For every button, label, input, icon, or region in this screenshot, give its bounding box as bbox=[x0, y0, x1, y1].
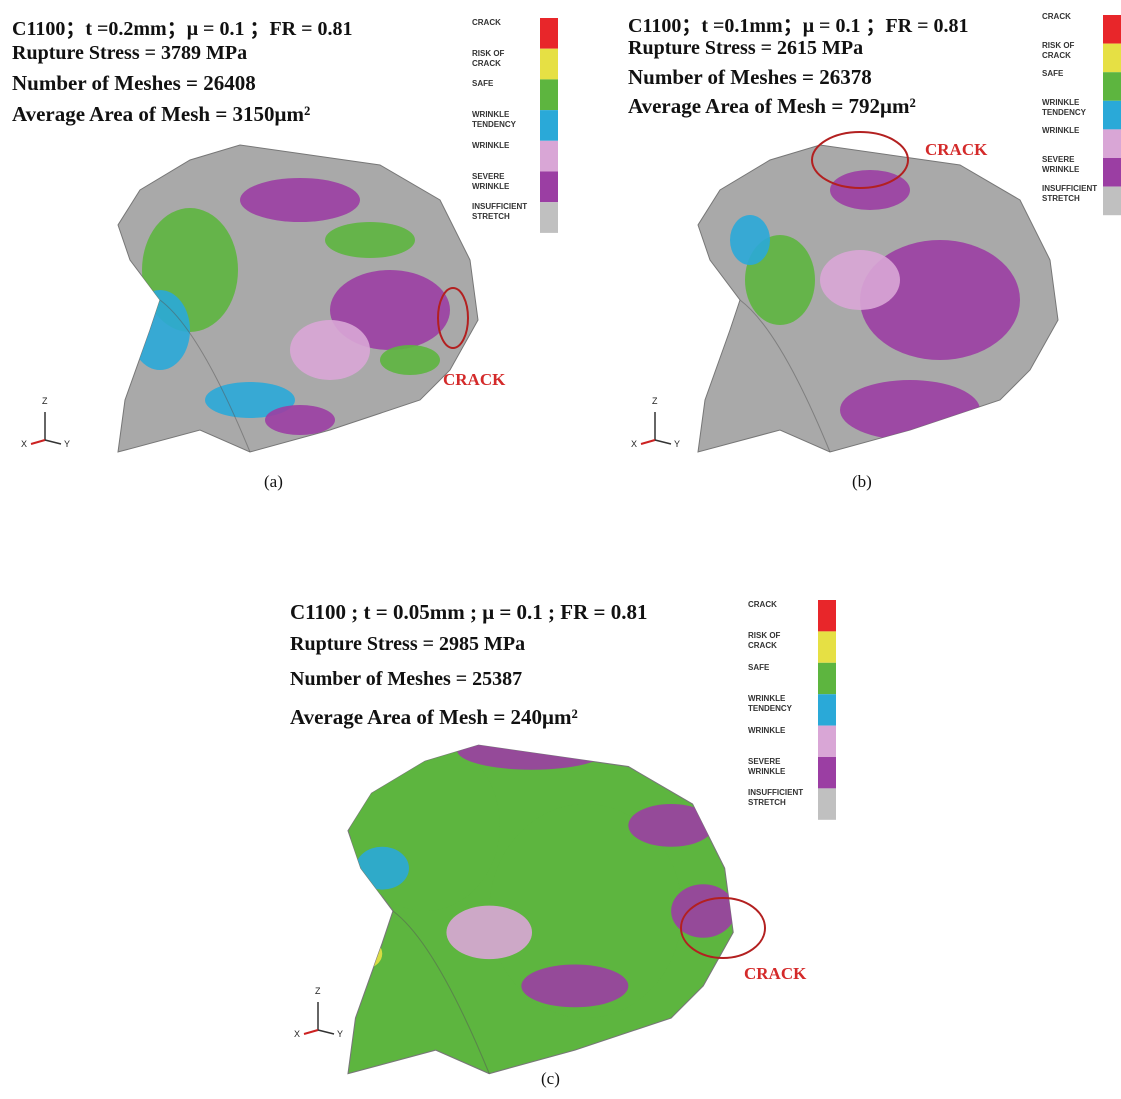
info-line: C1100 ; t = 0.05mm ; μ = 0.1 ; FR = 0.81 bbox=[290, 600, 648, 625]
strain-patch bbox=[350, 740, 500, 911]
legend-swatch bbox=[540, 141, 558, 172]
axis-label: Z bbox=[42, 396, 48, 406]
legend-swatch bbox=[540, 110, 558, 141]
legend-swatch bbox=[818, 788, 836, 819]
legend-label: SAFE bbox=[1042, 69, 1102, 79]
strain-patch bbox=[339, 938, 382, 970]
info-line: Number of Meshes = 26408 bbox=[12, 71, 256, 96]
legend-label: CRACK bbox=[472, 18, 532, 28]
strain-patch bbox=[840, 380, 980, 440]
strain-patch bbox=[457, 731, 607, 770]
axis-label: Y bbox=[64, 439, 70, 449]
legend-label: RISK OF CRACK bbox=[1042, 41, 1102, 61]
info-line: Average Area of Mesh = 240μm² bbox=[290, 705, 578, 730]
axis-x bbox=[304, 1030, 318, 1034]
axis-label: Y bbox=[674, 439, 680, 449]
panel-caption: (c) bbox=[541, 1069, 560, 1089]
part-surface bbox=[118, 145, 478, 452]
legend-label: INSUFFICIENT STRETCH bbox=[748, 788, 808, 808]
legend-swatch bbox=[818, 663, 836, 694]
legend-swatch bbox=[540, 49, 558, 80]
info-line: Rupture Stress = 2615 MPa bbox=[628, 37, 863, 60]
axis-y bbox=[45, 440, 61, 444]
axis-label: X bbox=[21, 439, 27, 449]
legend-swatch bbox=[818, 600, 836, 631]
legend-swatch bbox=[1103, 72, 1121, 101]
legend-swatch bbox=[1103, 158, 1121, 187]
legend-swatch bbox=[818, 631, 836, 662]
panel-caption: (b) bbox=[852, 472, 872, 492]
legend-label: WRINKLE bbox=[472, 141, 532, 151]
axis-label: X bbox=[631, 439, 637, 449]
strain-patch bbox=[325, 222, 415, 258]
axis-x bbox=[641, 440, 655, 444]
legend-label: SEVERE WRINKLE bbox=[472, 172, 532, 192]
legend-swatch bbox=[818, 726, 836, 757]
strain-patch bbox=[446, 906, 532, 960]
info-line: C1100；t =0.1mm；μ = 0.1 ；FR = 0.81 bbox=[628, 9, 969, 38]
legend-label: INSUFFICIENT STRETCH bbox=[1042, 184, 1102, 204]
strain-patch bbox=[290, 320, 370, 380]
legend-label: RISK OF CRACK bbox=[748, 631, 808, 651]
info-line: Number of Meshes = 25387 bbox=[290, 668, 522, 691]
legend-swatch bbox=[818, 694, 836, 725]
panel-caption: (a) bbox=[264, 472, 283, 492]
axis-label: Z bbox=[315, 986, 321, 996]
strain-patch bbox=[130, 290, 190, 370]
info-line: Average Area of Mesh = 792μm² bbox=[628, 94, 916, 119]
figure-graphics bbox=[0, 0, 1121, 1099]
strain-patch bbox=[240, 178, 360, 222]
legend-label: SEVERE WRINKLE bbox=[1042, 155, 1102, 175]
legend-swatch bbox=[540, 202, 558, 233]
legend-swatch bbox=[1103, 101, 1121, 130]
axis-x bbox=[31, 440, 45, 444]
strain-patch bbox=[628, 804, 714, 847]
info-line: Average Area of Mesh = 3150μm² bbox=[12, 102, 310, 127]
legend-label: WRINKLE TENDENCY bbox=[748, 694, 808, 714]
legend-label: WRINKLE TENDENCY bbox=[472, 110, 532, 130]
legend-swatch bbox=[540, 18, 558, 49]
legend-label: RISK OF CRACK bbox=[472, 49, 532, 69]
legend-label: WRINKLE TENDENCY bbox=[1042, 98, 1102, 118]
crack-label: CRACK bbox=[925, 140, 987, 160]
legend-swatch bbox=[1103, 15, 1121, 44]
axis-label: X bbox=[294, 1029, 300, 1039]
legend-swatch bbox=[1103, 129, 1121, 158]
legend-swatch bbox=[1103, 44, 1121, 73]
figure: C1100；t =0.2mm；μ = 0.1 ；FR = 0.81Rupture… bbox=[0, 0, 1121, 1099]
legend-swatch bbox=[540, 172, 558, 203]
axis-label: Z bbox=[652, 396, 658, 406]
part-surface bbox=[698, 145, 1058, 452]
legend-swatch bbox=[818, 757, 836, 788]
info-line: Number of Meshes = 26378 bbox=[628, 65, 872, 90]
strain-patch bbox=[355, 847, 409, 890]
axis-y bbox=[655, 440, 671, 444]
strain-patch bbox=[730, 215, 770, 265]
legend-label: SEVERE WRINKLE bbox=[748, 757, 808, 777]
legend-label: SAFE bbox=[748, 663, 808, 673]
legend-label: WRINKLE bbox=[1042, 126, 1102, 136]
legend-label: INSUFFICIENT STRETCH bbox=[472, 202, 532, 222]
strain-patch bbox=[380, 345, 440, 375]
strain-patch bbox=[521, 965, 628, 1008]
info-line: C1100；t =0.2mm；μ = 0.1 ；FR = 0.81 bbox=[12, 12, 353, 41]
legend-label: CRACK bbox=[748, 600, 808, 610]
axis-label: Y bbox=[337, 1029, 343, 1039]
strain-patch bbox=[820, 250, 900, 310]
legend-label: CRACK bbox=[1042, 12, 1102, 22]
legend-swatch bbox=[540, 79, 558, 110]
crack-label: CRACK bbox=[443, 370, 505, 390]
crack-label: CRACK bbox=[744, 964, 806, 984]
strain-patch bbox=[265, 405, 335, 435]
axis-y bbox=[318, 1030, 334, 1034]
info-line: Rupture Stress = 3789 MPa bbox=[12, 42, 247, 65]
part-surface bbox=[339, 731, 735, 1073]
legend-swatch bbox=[1103, 187, 1121, 216]
legend-label: WRINKLE bbox=[748, 726, 808, 736]
legend-label: SAFE bbox=[472, 79, 532, 89]
info-line: Rupture Stress = 2985 MPa bbox=[290, 633, 525, 656]
